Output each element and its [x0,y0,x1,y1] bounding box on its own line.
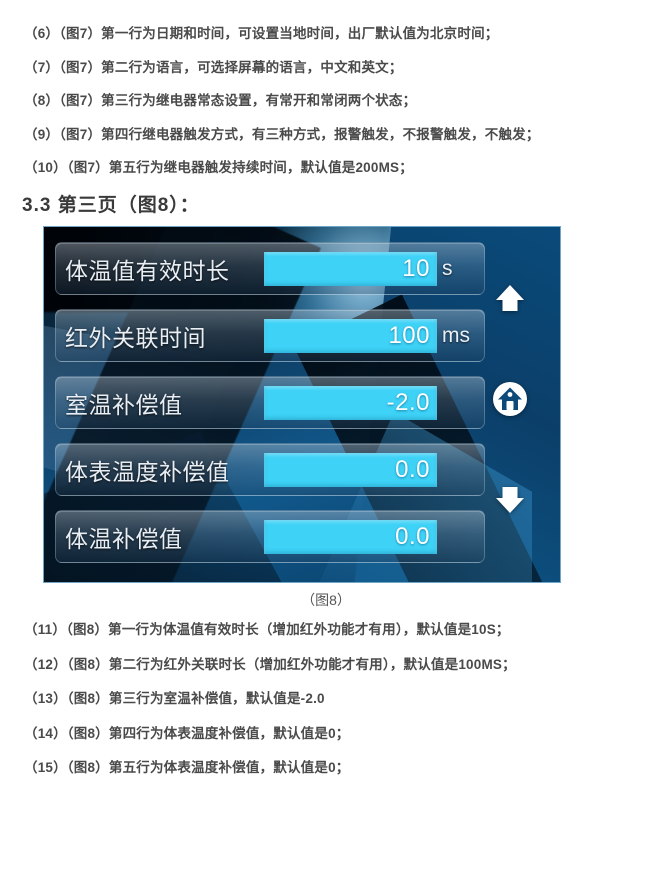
row-value-group: 10 s [264,243,484,294]
bottom-numbered-list: （11）（图8）第一行为体温值有效时长（增加红外功能才有用），默认值是10S； … [24,618,516,791]
row-value: 100 [388,321,430,349]
down-arrow-icon[interactable] [489,478,531,520]
table-row[interactable]: 体表温度补偿值 0.0 [55,443,485,496]
row-label: 室温补偿值 [65,391,183,418]
value-field[interactable]: 0.0 [264,519,437,554]
row-unit: ms [442,323,470,347]
table-row[interactable]: 红外关联时间 100 ms [55,309,485,362]
row-value-group: 0.0 [264,511,484,562]
settings-row-list: 体温值有效时长 10 s 红外关联时间 100 ms 室温补 [55,242,485,577]
device-screen-figure-8: 体温值有效时长 10 s 红外关联时间 100 ms 室温补 [44,227,560,582]
section-heading: 3.3 第三页（图8）： [22,195,200,216]
row-label: 体温补偿值 [65,525,183,552]
list-item: （8）（图7）第三行为继电器常态设置，有常开和常闭两个状态； [24,93,417,108]
table-row[interactable]: 体温补偿值 0.0 [55,510,485,563]
row-label: 体温值有效时长 [65,257,230,284]
up-arrow-icon[interactable] [489,278,531,320]
row-unit: s [442,256,453,280]
row-label: 红外关联时间 [65,324,206,351]
list-item: （10）（图7）第五行为继电器触发持续时间，默认值是200MS； [24,160,413,175]
list-item: （15）（图8）第五行为体表温度补偿值，默认值是0； [24,760,350,775]
row-value-group: 100 ms [264,310,484,361]
row-label: 体表温度补偿值 [65,458,230,485]
value-field[interactable]: 100 [264,318,437,353]
home-icon[interactable] [489,378,531,420]
list-item: （11）（图8）第一行为体温值有效时长（增加红外功能才有用），默认值是10S； [24,622,510,637]
row-value-group: 0.0 [264,444,484,495]
list-item: （6）（图7）第一行为日期和时间，可设置当地时间，出厂默认值为北京时间； [24,26,499,41]
list-item: （7）（图7）第二行为语言，可选择屏幕的语言，中文和英文； [24,59,403,75]
list-item: （13）（图8）第三行为室温补偿值，默认值是-2.0 [24,691,325,706]
row-value-group: -2.0 [264,377,484,428]
value-field[interactable]: 0.0 [264,452,437,487]
list-item: （9）（图7）第四行继电器触发方式，有三种方式，报警触发，不报警触发，不触发； [24,126,540,142]
table-row[interactable]: 体温值有效时长 10 s [55,242,485,295]
screen-side-navigation [480,249,540,549]
row-value: 0.0 [395,455,430,483]
list-item: （14）（图8）第四行为体表温度补偿值，默认值是0； [24,725,350,741]
value-field[interactable]: -2.0 [264,385,437,420]
value-field[interactable]: 10 [264,251,437,286]
figure-caption: （图8） [301,592,351,608]
top-numbered-list: （6）（图7）第一行为日期和时间，可设置当地时间，出厂默认值为北京时间； （7）… [24,22,540,190]
row-value: -2.0 [386,388,430,416]
list-item: （12）（图8）第二行为红外关联时长（增加红外功能才有用），默认值是100MS； [24,656,516,672]
table-row[interactable]: 室温补偿值 -2.0 [55,376,485,429]
row-value: 10 [402,254,430,282]
row-value: 0.0 [395,522,430,550]
